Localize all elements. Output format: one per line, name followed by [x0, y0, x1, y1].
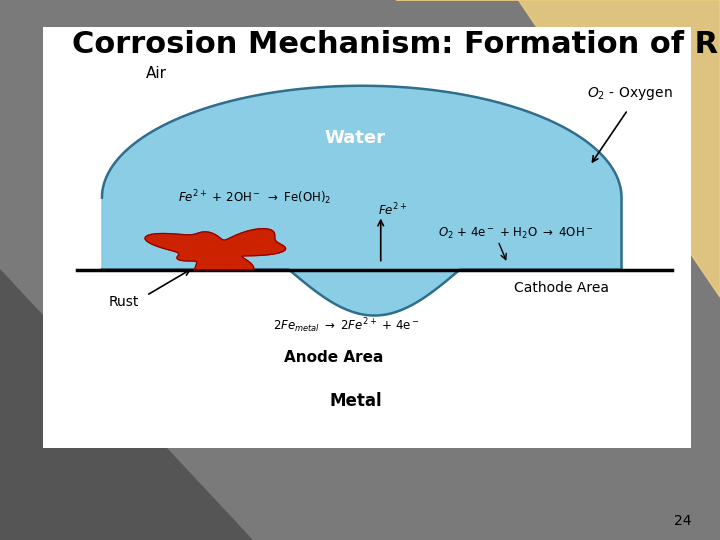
- Polygon shape: [0, 270, 252, 540]
- Text: Metal: Metal: [329, 393, 382, 410]
- Text: Anode Area: Anode Area: [284, 350, 383, 365]
- Text: $O_2$ + 4e$^-$ + H$_2$O $\rightarrow$ 4OH$^-$: $O_2$ + 4e$^-$ + H$_2$O $\rightarrow$ 4O…: [438, 226, 593, 241]
- Text: 24: 24: [674, 514, 691, 528]
- Text: $O_2$ - Oxygen: $O_2$ - Oxygen: [587, 85, 672, 102]
- Text: $Fe^{2+}$: $Fe^{2+}$: [377, 201, 407, 218]
- Text: $Fe^{2+}$ + 2OH$^-$ $\rightarrow$ Fe(OH)$_2$: $Fe^{2+}$ + 2OH$^-$ $\rightarrow$ Fe(OH)…: [178, 188, 331, 207]
- Polygon shape: [102, 86, 621, 315]
- Text: $2Fe_{metal}$ $\rightarrow$ $2Fe^{2+}$ + 4e$^-$: $2Fe_{metal}$ $\rightarrow$ $2Fe^{2+}$ +…: [273, 316, 420, 335]
- Text: Water: Water: [325, 129, 386, 147]
- Polygon shape: [396, 0, 720, 297]
- Text: Rust: Rust: [108, 294, 139, 308]
- Text: Corrosion Mechanism: Formation of Rust: Corrosion Mechanism: Formation of Rust: [72, 30, 720, 59]
- Bar: [43, 27, 691, 448]
- Text: Air: Air: [146, 66, 167, 81]
- Polygon shape: [145, 228, 286, 269]
- Text: Cathode Area: Cathode Area: [514, 281, 609, 294]
